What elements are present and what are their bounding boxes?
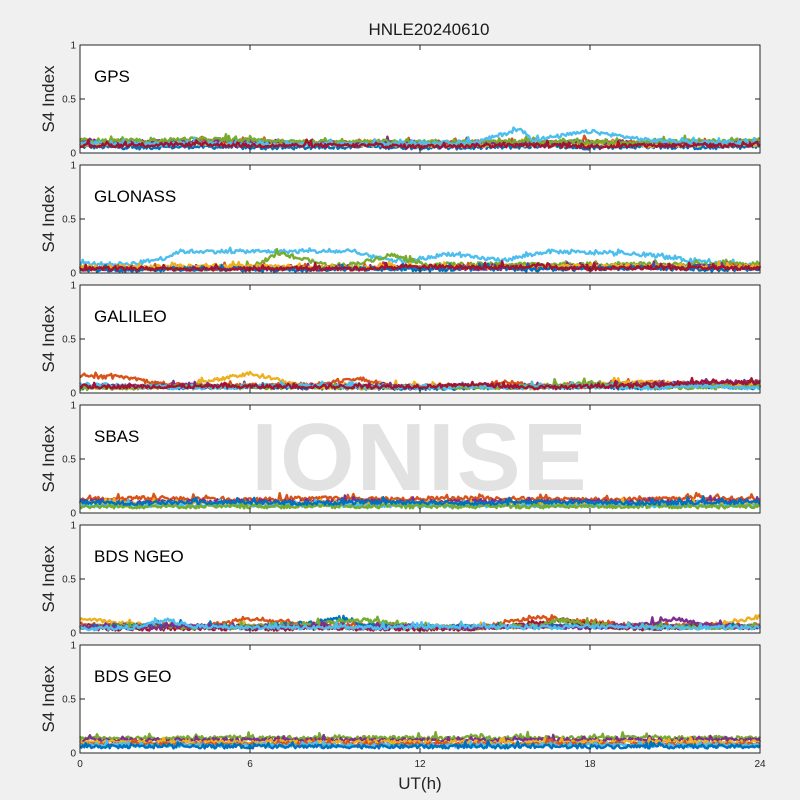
panel-label: SBAS xyxy=(94,427,139,446)
y-tick-label: 1 xyxy=(70,41,76,52)
panel-bds-geo: 0 0.5 1 0 6 12 18 24 S4 Index BDS GEO xyxy=(39,641,766,771)
y-axis-label: S4 Index xyxy=(39,545,58,613)
y-tick-label: 1 xyxy=(70,161,76,172)
y-tick-label: 1 xyxy=(70,281,76,292)
x-tick-label: 24 xyxy=(754,759,766,770)
y-tick-label: 0.5 xyxy=(62,695,76,706)
y-axis-label: S4 Index xyxy=(39,665,58,733)
series-7-line xyxy=(79,138,761,150)
y-tick-label: 1 xyxy=(70,401,76,412)
panel-label: BDS GEO xyxy=(94,667,171,686)
panel-bds-ngeo: 0 0.5 1 S4 Index BDS NGEO xyxy=(39,521,762,640)
y-tick-label: 0.5 xyxy=(62,95,76,106)
y-tick-label: 1 xyxy=(70,641,76,652)
x-tick-label: 18 xyxy=(584,759,596,770)
x-tick-label: 0 xyxy=(77,759,83,770)
watermark: IONISE xyxy=(251,404,588,511)
series-1-line xyxy=(79,246,761,268)
panel-label: GPS xyxy=(94,67,130,86)
y-axis-label: S4 Index xyxy=(39,425,58,493)
figure-title: HNLE20240610 xyxy=(369,20,490,39)
x-tick-label: 6 xyxy=(247,759,253,770)
panel-background xyxy=(80,525,760,633)
series-6-line xyxy=(79,739,761,750)
panel-background xyxy=(80,45,760,153)
y-tick-label: 0 xyxy=(70,269,76,280)
y-tick-label: 0 xyxy=(70,749,76,760)
y-tick-label: 0.5 xyxy=(62,335,76,346)
series-6-line xyxy=(79,495,761,507)
y-tick-label: 0 xyxy=(70,629,76,640)
panel-sbas: 0 0.5 1 S4 Index SBAS xyxy=(39,401,761,520)
y-tick-label: 1 xyxy=(70,521,76,532)
series-7-line xyxy=(79,260,762,272)
panel-background xyxy=(80,285,760,393)
panel-label: BDS NGEO xyxy=(94,547,184,566)
y-axis-label: S4 Index xyxy=(39,305,58,373)
panels-group: 0 0.5 1 S4 Index GPS 0 0.5 1 S4 Index GLONASS 0 0.5… xyxy=(39,41,766,771)
series-1-line xyxy=(78,730,762,741)
y-tick-label: 0.5 xyxy=(62,215,76,226)
y-tick-label: 0 xyxy=(70,509,76,520)
x-axis-label: UT(h) xyxy=(398,774,441,793)
panel-label: GALILEO xyxy=(94,307,167,326)
series-7-line xyxy=(79,617,761,632)
y-tick-label: 0 xyxy=(70,149,76,160)
panel-galileo: 0 0.5 1 S4 Index GALILEO xyxy=(39,281,762,400)
panel-glonass: 0 0.5 1 S4 Index GLONASS xyxy=(39,161,762,280)
y-axis-label: S4 Index xyxy=(39,65,58,133)
y-tick-label: 0 xyxy=(70,389,76,400)
y-tick-label: 0.5 xyxy=(62,575,76,586)
x-tick-label: 12 xyxy=(414,759,426,770)
panel-gps: 0 0.5 1 S4 Index GPS xyxy=(39,41,762,160)
y-tick-label: 0.5 xyxy=(62,455,76,466)
panel-label: GLONASS xyxy=(94,187,176,206)
y-axis-label: S4 Index xyxy=(39,185,58,253)
